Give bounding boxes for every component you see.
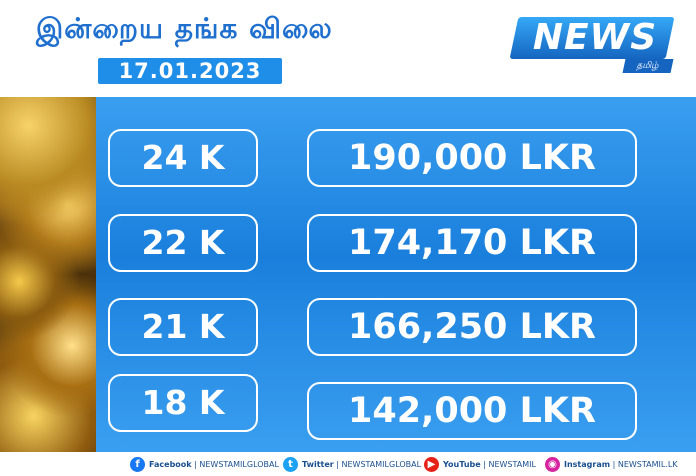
social-platform: Instagram xyxy=(564,459,611,469)
social-handle: NEWSTAMILGLOBAL xyxy=(199,459,279,469)
social-platform: Twitter xyxy=(302,459,334,469)
price-value: 142,000 LKR xyxy=(307,382,637,440)
instagram-icon: ◉ xyxy=(545,456,560,472)
social-handle: NEWSTAMIL xyxy=(488,459,536,469)
social-platform: YouTube xyxy=(443,459,481,469)
social-handle: NEWSTAMILGLOBAL xyxy=(341,459,422,469)
youtube-link[interactable]: ▶ YouTube | NEWSTAMIL xyxy=(424,456,536,472)
news-logo: NEWS தமிழ் xyxy=(509,17,675,73)
social-footer: f Facebook | NEWSTAMILGLOBAL t Twitter |… xyxy=(0,452,696,476)
social-handle: NEWSTAMIL.LK xyxy=(617,459,678,469)
twitter-link[interactable]: t Twitter | NEWSTAMILGLOBAL xyxy=(283,456,421,472)
rates-panel: 24 K 190,000 LKR 22 K 174,170 LKR 21 K 1… xyxy=(96,97,696,452)
logo-subtext: தமிழ் xyxy=(622,59,674,73)
facebook-link[interactable]: f Facebook | NEWSTAMILGLOBAL xyxy=(130,456,279,472)
header: இன்றைய தங்க விலை 17.01.2023 NEWS தமிழ் xyxy=(0,0,696,97)
karat-label: 22 K xyxy=(108,214,258,272)
facebook-icon: f xyxy=(130,456,145,472)
price-value: 166,250 LKR xyxy=(307,298,637,356)
logo-word: NEWS xyxy=(532,17,658,58)
karat-label: 18 K xyxy=(108,374,258,432)
karat-label: 24 K xyxy=(108,129,258,187)
twitter-icon: t xyxy=(283,456,298,472)
social-platform: Facebook xyxy=(149,459,192,469)
price-value: 190,000 LKR xyxy=(307,129,637,187)
karat-label: 21 K xyxy=(108,298,258,356)
gold-jewellery-image xyxy=(0,97,96,452)
instagram-link[interactable]: ◉ Instagram | NEWSTAMIL.LK xyxy=(545,456,678,472)
page-title: இன்றைய தங்க விலை xyxy=(36,12,333,45)
date-badge: 17.01.2023 xyxy=(98,58,282,84)
price-value: 174,170 LKR xyxy=(307,214,637,272)
youtube-icon: ▶ xyxy=(424,456,439,472)
